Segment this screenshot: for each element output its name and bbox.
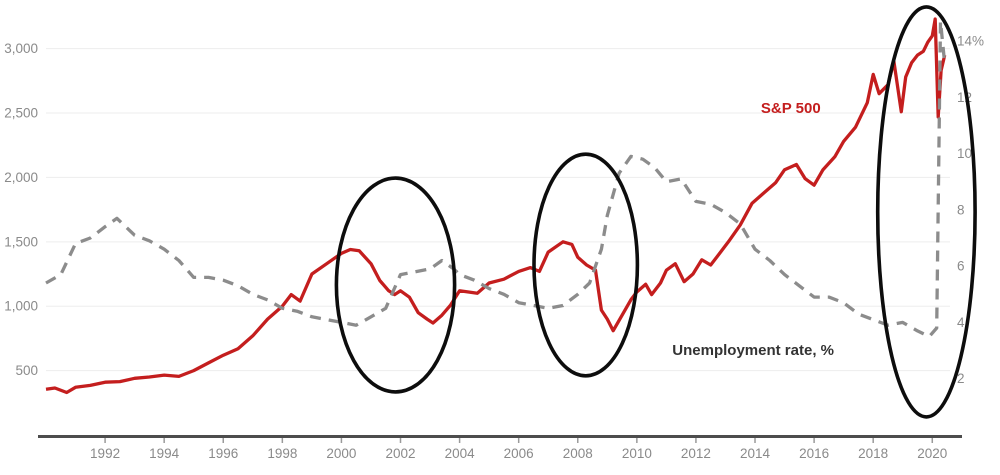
recession-highlight-ellipse <box>532 152 640 378</box>
y-left-tick-label: 2,000 <box>4 170 38 185</box>
x-axis-tick-label: 2014 <box>740 446 771 461</box>
x-axis-tick-label: 1998 <box>267 446 297 461</box>
sp500-label: S&P 500 <box>761 100 821 117</box>
y-left-tick-label: 2,500 <box>4 106 38 121</box>
y-right-tick-label: 14% <box>957 33 984 48</box>
y-left-tick-label: 1,000 <box>4 299 38 314</box>
x-axis-tick-label: 2006 <box>504 446 534 461</box>
unemployment-line <box>45 19 947 339</box>
x-axis-tick-label: 2000 <box>326 446 356 461</box>
x-axis-tick-label: 1994 <box>149 446 180 461</box>
y-right-tick-label: 4 <box>957 315 965 330</box>
x-axis-tick-label: 2004 <box>445 446 476 461</box>
x-axis-tick-label: 1992 <box>90 446 120 461</box>
y-right-tick-label: 8 <box>957 202 965 217</box>
x-axis-tick-label: 2012 <box>681 446 711 461</box>
x-axis-tick-label: 2020 <box>917 446 947 461</box>
x-axis-tick-label: 2018 <box>858 446 888 461</box>
recession-highlight-ellipse <box>875 5 977 419</box>
y-right-tick-label: 10 <box>957 146 972 161</box>
y-left-tick-label: 500 <box>15 363 38 378</box>
x-axis-tick-label: 2002 <box>385 446 415 461</box>
y-right-tick-label: 6 <box>957 259 965 274</box>
y-right-tick-label: 2 <box>957 371 965 386</box>
recession-highlight-ellipse <box>334 176 457 394</box>
y-left-tick-label: 3,000 <box>4 41 38 56</box>
unemployment-label: Unemployment rate, % <box>672 342 834 359</box>
y-left-tick-label: 1,500 <box>4 234 38 249</box>
sp500-line <box>45 17 947 395</box>
x-axis-tick-label: 2010 <box>622 446 652 461</box>
x-axis-tick-label: 2016 <box>799 446 829 461</box>
x-axis-tick-label: 1996 <box>208 446 238 461</box>
x-axis-tick-label: 2008 <box>563 446 593 461</box>
